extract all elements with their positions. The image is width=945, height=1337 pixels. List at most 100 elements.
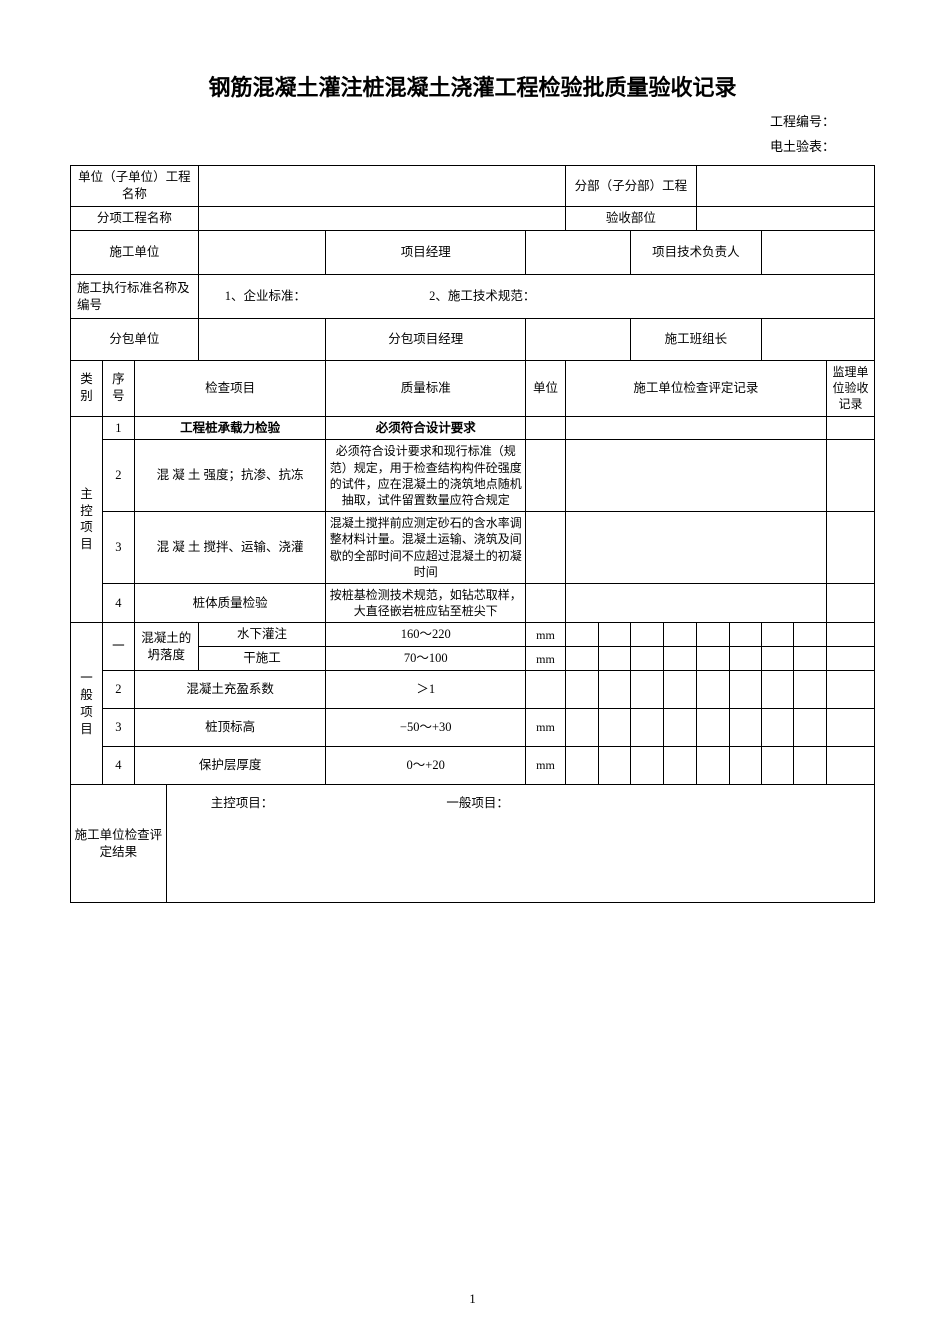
g1-unit2: mm bbox=[526, 647, 566, 671]
label-item-project: 分项工程名称 bbox=[71, 207, 199, 231]
seq-1: 1 bbox=[102, 416, 134, 440]
std-3: 混凝土搅拌前应测定砂石的含水率调整材料计量。混凝土运输、浇筑及间歇的全部时间不应… bbox=[326, 512, 526, 584]
g1b-r5 bbox=[696, 647, 729, 671]
main-control-header: 主控项目 bbox=[71, 416, 103, 623]
g-seq-2: 2 bbox=[102, 671, 134, 709]
blank-cell bbox=[198, 166, 565, 207]
label-standard: 施工执行标准名称及编号 bbox=[71, 275, 199, 319]
form-code-label: 电土验表： bbox=[70, 135, 835, 160]
g1-sub1: 水下灌注 bbox=[198, 623, 326, 647]
col-supervisor: 监理单位验收记录 bbox=[826, 361, 874, 417]
label-unit-project: 单位（子单位）工程名称 bbox=[71, 166, 199, 207]
blank-cell bbox=[198, 207, 565, 231]
g4-r4 bbox=[664, 747, 697, 785]
standard1: 1、企业标准： bbox=[225, 288, 306, 305]
record-1 bbox=[565, 416, 826, 440]
g4-item: 保护层厚度 bbox=[134, 747, 326, 785]
g1b-r4 bbox=[664, 647, 697, 671]
g4-r1 bbox=[565, 747, 598, 785]
label-subcontract-manager: 分包项目经理 bbox=[326, 319, 526, 361]
seq-2: 2 bbox=[102, 440, 134, 512]
blank-cell bbox=[696, 166, 874, 207]
label-project-manager: 项目经理 bbox=[326, 231, 526, 275]
g3-r4 bbox=[664, 709, 697, 747]
label-sub-project: 分部（子分部）工程 bbox=[565, 166, 696, 207]
label-construction-unit: 施工单位 bbox=[71, 231, 199, 275]
std-1: 必须符合设计要求 bbox=[326, 416, 526, 440]
g-seq-4: 4 bbox=[102, 747, 134, 785]
unit-2 bbox=[526, 440, 566, 512]
g3-r2 bbox=[598, 709, 631, 747]
g2-r3 bbox=[631, 671, 664, 709]
page-number: 1 bbox=[0, 1291, 945, 1307]
g4-sup bbox=[826, 747, 874, 785]
g2-unit bbox=[526, 671, 566, 709]
page-title: 钢筋混凝土灌注桩混凝土浇灌工程检验批质量验收记录 bbox=[70, 70, 875, 102]
blank-cell bbox=[761, 319, 875, 361]
g1b-sup bbox=[826, 647, 874, 671]
item-1: 工程桩承载力检验 bbox=[134, 416, 326, 440]
g1-r1 bbox=[565, 623, 598, 647]
g1b-r7 bbox=[761, 647, 794, 671]
g1b-r3 bbox=[631, 647, 664, 671]
g4-r3 bbox=[631, 747, 664, 785]
item-4: 桩体质量检验 bbox=[134, 583, 326, 622]
g1-sup bbox=[826, 623, 874, 647]
g2-r4 bbox=[664, 671, 697, 709]
check-result-area: 主控项目： 一般项目： bbox=[166, 785, 874, 903]
g1-std2: 70～100 bbox=[326, 647, 526, 671]
g3-unit: mm bbox=[526, 709, 566, 747]
g1-r3 bbox=[631, 623, 664, 647]
seq-4: 4 bbox=[102, 583, 134, 622]
label-check-result: 施工单位检查评定结果 bbox=[71, 785, 167, 903]
g4-r7 bbox=[761, 747, 794, 785]
g4-std: 0～+20 bbox=[326, 747, 526, 785]
label-tech-leader: 项目技术负责人 bbox=[631, 231, 761, 275]
g2-r2 bbox=[598, 671, 631, 709]
g1-r7 bbox=[761, 623, 794, 647]
label-subcontract-unit: 分包单位 bbox=[71, 319, 199, 361]
g4-unit: mm bbox=[526, 747, 566, 785]
record-4 bbox=[565, 583, 826, 622]
g3-item: 桩顶标高 bbox=[134, 709, 326, 747]
record-2 bbox=[565, 440, 826, 512]
g3-sup bbox=[826, 709, 874, 747]
g-seq-1: 一 bbox=[102, 623, 134, 671]
std-2: 必须符合设计要求和现行标准（规范）规定，用于检查结构构件砼强度的试件，应在混凝土… bbox=[326, 440, 526, 512]
g1-std1: 160～220 bbox=[326, 623, 526, 647]
general-header: 一般项目 bbox=[71, 623, 103, 785]
blank-cell bbox=[198, 231, 326, 275]
g2-r6 bbox=[729, 671, 761, 709]
g3-r6 bbox=[729, 709, 761, 747]
g1-item: 混凝土的坍落度 bbox=[134, 623, 198, 671]
col-std: 质量标准 bbox=[326, 361, 526, 417]
record-3 bbox=[565, 512, 826, 584]
result-main-label: 主控项目： bbox=[211, 795, 274, 812]
g2-sup bbox=[826, 671, 874, 709]
g1-r5 bbox=[696, 623, 729, 647]
g1-unit1: mm bbox=[526, 623, 566, 647]
standard-text: 1、企业标准： 2、施工技术规范： bbox=[198, 275, 874, 319]
g3-r5 bbox=[696, 709, 729, 747]
g1b-r6 bbox=[729, 647, 761, 671]
blank-cell bbox=[761, 231, 875, 275]
g2-r7 bbox=[761, 671, 794, 709]
unit-3 bbox=[526, 512, 566, 584]
sup-4 bbox=[826, 583, 874, 622]
col-item: 检查项目 bbox=[134, 361, 326, 417]
g4-r5 bbox=[696, 747, 729, 785]
col-seq: 序号 bbox=[102, 361, 134, 417]
blank-cell bbox=[526, 231, 631, 275]
col-unit: 单位 bbox=[526, 361, 566, 417]
header-meta: 工程编号： 电土验表： bbox=[70, 110, 835, 159]
g2-r5 bbox=[696, 671, 729, 709]
g-seq-3: 3 bbox=[102, 709, 134, 747]
g1-r4 bbox=[664, 623, 697, 647]
g4-r6 bbox=[729, 747, 761, 785]
unit-1 bbox=[526, 416, 566, 440]
g2-item: 混凝土充盈系数 bbox=[134, 671, 326, 709]
g1-r2 bbox=[598, 623, 631, 647]
project-code-label: 工程编号： bbox=[70, 110, 835, 135]
std-4: 按桩基检测技术规范，如钻芯取样，大直径嵌岩桩应钻至桩尖下 bbox=[326, 583, 526, 622]
g3-r8 bbox=[794, 709, 827, 747]
